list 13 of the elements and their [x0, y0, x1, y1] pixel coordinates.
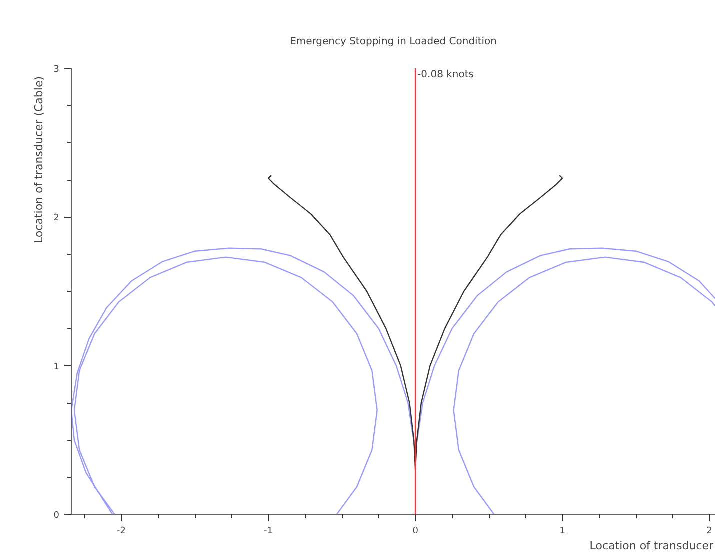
- x-tick-label: 0: [412, 526, 419, 536]
- x-axis-title: Location of transducer: [590, 540, 714, 552]
- x-tick-label: -2: [117, 526, 126, 536]
- y-tick-label: 0: [54, 511, 60, 521]
- ref-line-label: -0.08 knots: [418, 70, 474, 80]
- y-tick-label: 2: [54, 214, 60, 224]
- y-axis-title: Location of transducer (Cable): [32, 76, 46, 244]
- x-tick-label: 1: [560, 526, 566, 536]
- y-tick-label: 1: [54, 362, 60, 372]
- chart-title: Emergency Stopping in Loaded Condition: [290, 36, 498, 48]
- x-tick-label: 2: [706, 526, 712, 536]
- y-tick-label: 3: [54, 65, 60, 75]
- x-tick-label: -1: [264, 526, 274, 536]
